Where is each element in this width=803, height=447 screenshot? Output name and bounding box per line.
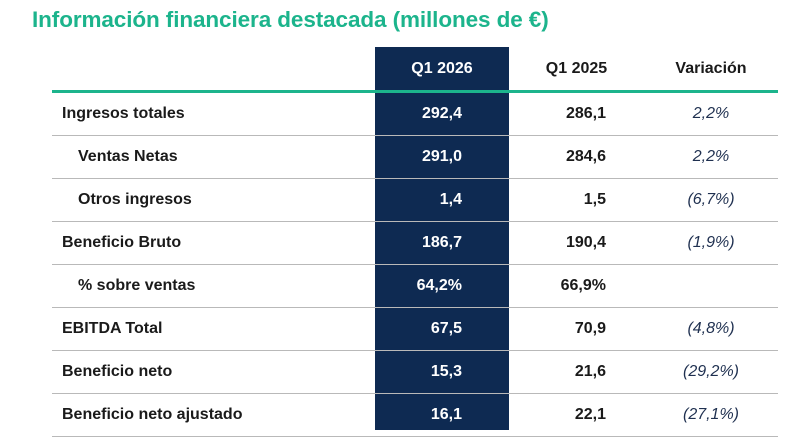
cell-variation: 2,2%: [644, 91, 778, 136]
row-label: Ventas Netas: [52, 135, 375, 179]
cell-variation: (29,2%): [644, 350, 778, 394]
table-row: Otros ingresos 1,4 1,5 (6,7%): [52, 178, 778, 222]
row-label: Otros ingresos: [52, 178, 375, 222]
cell-q1-2025: 22,1: [509, 393, 644, 437]
cell-variation: 2,2%: [644, 135, 778, 179]
row-label: Ingresos totales: [52, 91, 375, 136]
financial-table: Q1 2026 Q1 2025 Variación Ingresos total…: [52, 47, 778, 437]
table-row: Beneficio neto 15,3 21,6 (29,2%): [52, 350, 778, 394]
row-label: % sobre ventas: [52, 264, 375, 308]
cell-variation: (1,9%): [644, 221, 778, 265]
page-title: Información financiera destacada (millon…: [32, 7, 549, 32]
cell-variation: (27,1%): [644, 393, 778, 437]
cell-q1-2025: 66,9%: [509, 264, 644, 308]
cell-variation: (4,8%): [644, 307, 778, 351]
row-label: Beneficio neto: [52, 350, 375, 394]
row-label: Beneficio neto ajustado: [52, 393, 375, 437]
cell-q1-2025: 284,6: [509, 135, 644, 179]
cell-q1-2026: 64,2%: [375, 264, 509, 308]
cell-q1-2025: 286,1: [509, 91, 644, 136]
header-label-column: [52, 47, 375, 93]
header-q1-2025: Q1 2025: [509, 47, 644, 93]
table-row: EBITDA Total 67,5 70,9 (4,8%): [52, 307, 778, 351]
cell-q1-2026: 291,0: [375, 135, 509, 179]
cell-q1-2026: 16,1: [375, 393, 509, 437]
cell-q1-2025: 1,5: [509, 178, 644, 222]
row-label: EBITDA Total: [52, 307, 375, 351]
cell-variation: [644, 264, 778, 308]
header-q1-2026: Q1 2026: [375, 47, 509, 93]
row-label: Beneficio Bruto: [52, 221, 375, 265]
cell-q1-2026: 292,4: [375, 91, 509, 136]
cell-q1-2025: 21,6: [509, 350, 644, 394]
cell-variation: (6,7%): [644, 178, 778, 222]
cell-q1-2025: 190,4: [509, 221, 644, 265]
cell-q1-2025: 70,9: [509, 307, 644, 351]
cell-q1-2026: 1,4: [375, 178, 509, 222]
header-variation: Variación: [644, 47, 778, 93]
table-row: Ventas Netas 291,0 284,6 2,2%: [52, 135, 778, 179]
table-row: Ingresos totales 292,4 286,1 2,2%: [52, 91, 778, 136]
table-header-row: Q1 2026 Q1 2025 Variación: [52, 47, 778, 93]
cell-q1-2026: 186,7: [375, 221, 509, 265]
cell-q1-2026: 67,5: [375, 307, 509, 351]
table-row: Beneficio neto ajustado 16,1 22,1 (27,1%): [52, 393, 778, 437]
table-row: % sobre ventas 64,2% 66,9%: [52, 264, 778, 308]
table-body: Ingresos totales 292,4 286,1 2,2% Ventas Net…: [52, 91, 778, 437]
table-row: Beneficio Bruto 186,7 190,4 (1,9%): [52, 221, 778, 265]
cell-q1-2026: 15,3: [375, 350, 509, 394]
